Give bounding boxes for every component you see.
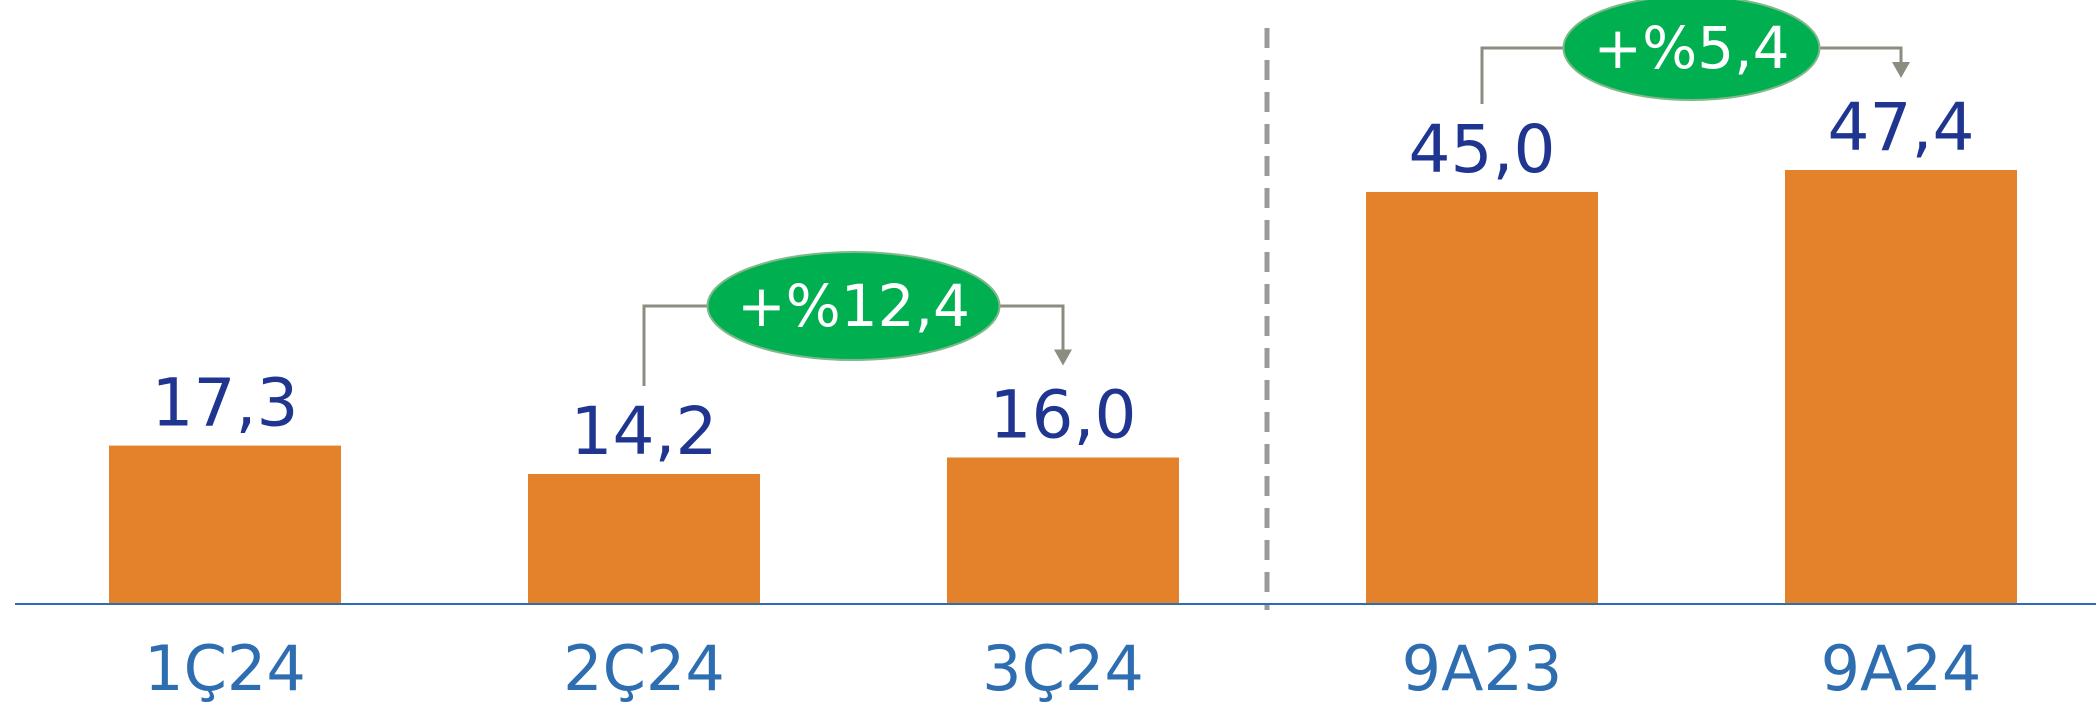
bar-9A23	[1366, 191, 1598, 605]
growth-annotation: +%5,4	[1480, 0, 1910, 104]
growth-badge	[1562, 0, 1821, 101]
x-tick-label: 9A24	[1821, 632, 1982, 705]
growth-badge-label: +%12,4	[737, 272, 970, 340]
growth-annotation: +%12,4	[642, 251, 1072, 386]
x-tick-label: 1Ç24	[144, 632, 306, 705]
bar-9A24	[1785, 170, 2017, 604]
growth-badge-label: +%5,4	[1594, 14, 1790, 82]
value-label: 17,3	[152, 365, 299, 442]
arrow-head-icon	[1054, 349, 1072, 366]
arrow-head-icon	[1892, 62, 1910, 78]
value-label: 47,4	[1828, 89, 1975, 166]
bar-1Ç24	[109, 445, 341, 604]
x-tick-label: 9A23	[1402, 632, 1563, 705]
bar-3Ç24	[947, 457, 1179, 604]
growth-badge	[706, 251, 1001, 361]
x-tick-label: 2Ç24	[563, 632, 725, 705]
value-label: 14,2	[571, 393, 718, 470]
x-tick-label: 3Ç24	[982, 632, 1144, 705]
bar-2Ç24	[528, 473, 760, 604]
value-label: 16,0	[990, 377, 1137, 454]
value-label: 45,0	[1409, 111, 1556, 188]
